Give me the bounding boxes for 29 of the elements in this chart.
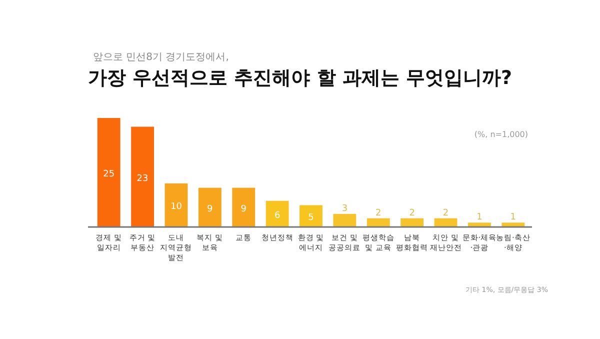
annotation: (%, n=1,000): [474, 130, 528, 139]
chart-subtitle: 앞으로 민선8기 경기도정에서,: [93, 52, 229, 63]
data-label: 6: [274, 210, 280, 221]
bar: [366, 218, 390, 227]
bar: [97, 118, 120, 227]
data-label: 23: [136, 174, 148, 184]
bar: [400, 218, 424, 227]
data-label: 2: [376, 208, 382, 218]
data-label: 1: [476, 212, 482, 223]
bar: [468, 222, 491, 227]
bar: [266, 200, 289, 227]
data-label: 2: [442, 208, 449, 218]
bar: [434, 218, 458, 227]
data-label: 9: [240, 204, 247, 214]
bar: [164, 183, 188, 227]
data-label: 1: [510, 212, 516, 223]
data-label: 9: [207, 204, 214, 214]
bar: [131, 126, 154, 227]
data-label: 10: [170, 202, 182, 212]
chart-title: 가장 우선적으로 추진해야 할 과제는 무엇입니까?: [88, 67, 512, 89]
bar: [502, 222, 525, 227]
data-label: 5: [308, 213, 314, 224]
bar: [333, 214, 356, 227]
bar: [300, 205, 322, 227]
data-label: 25: [103, 170, 115, 180]
data-label: 2: [409, 208, 415, 218]
bar: [198, 188, 222, 227]
data-label: 3: [342, 204, 348, 214]
bar: [232, 188, 256, 227]
